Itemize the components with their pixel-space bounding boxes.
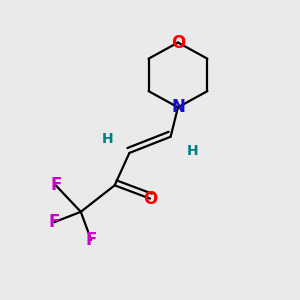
Text: H: H	[187, 144, 199, 158]
Text: F: F	[50, 176, 61, 194]
Text: F: F	[85, 231, 97, 249]
Text: O: O	[143, 190, 157, 208]
Text: H: H	[102, 132, 113, 146]
Text: F: F	[49, 213, 60, 231]
Text: O: O	[171, 34, 185, 52]
Text: N: N	[171, 98, 185, 116]
